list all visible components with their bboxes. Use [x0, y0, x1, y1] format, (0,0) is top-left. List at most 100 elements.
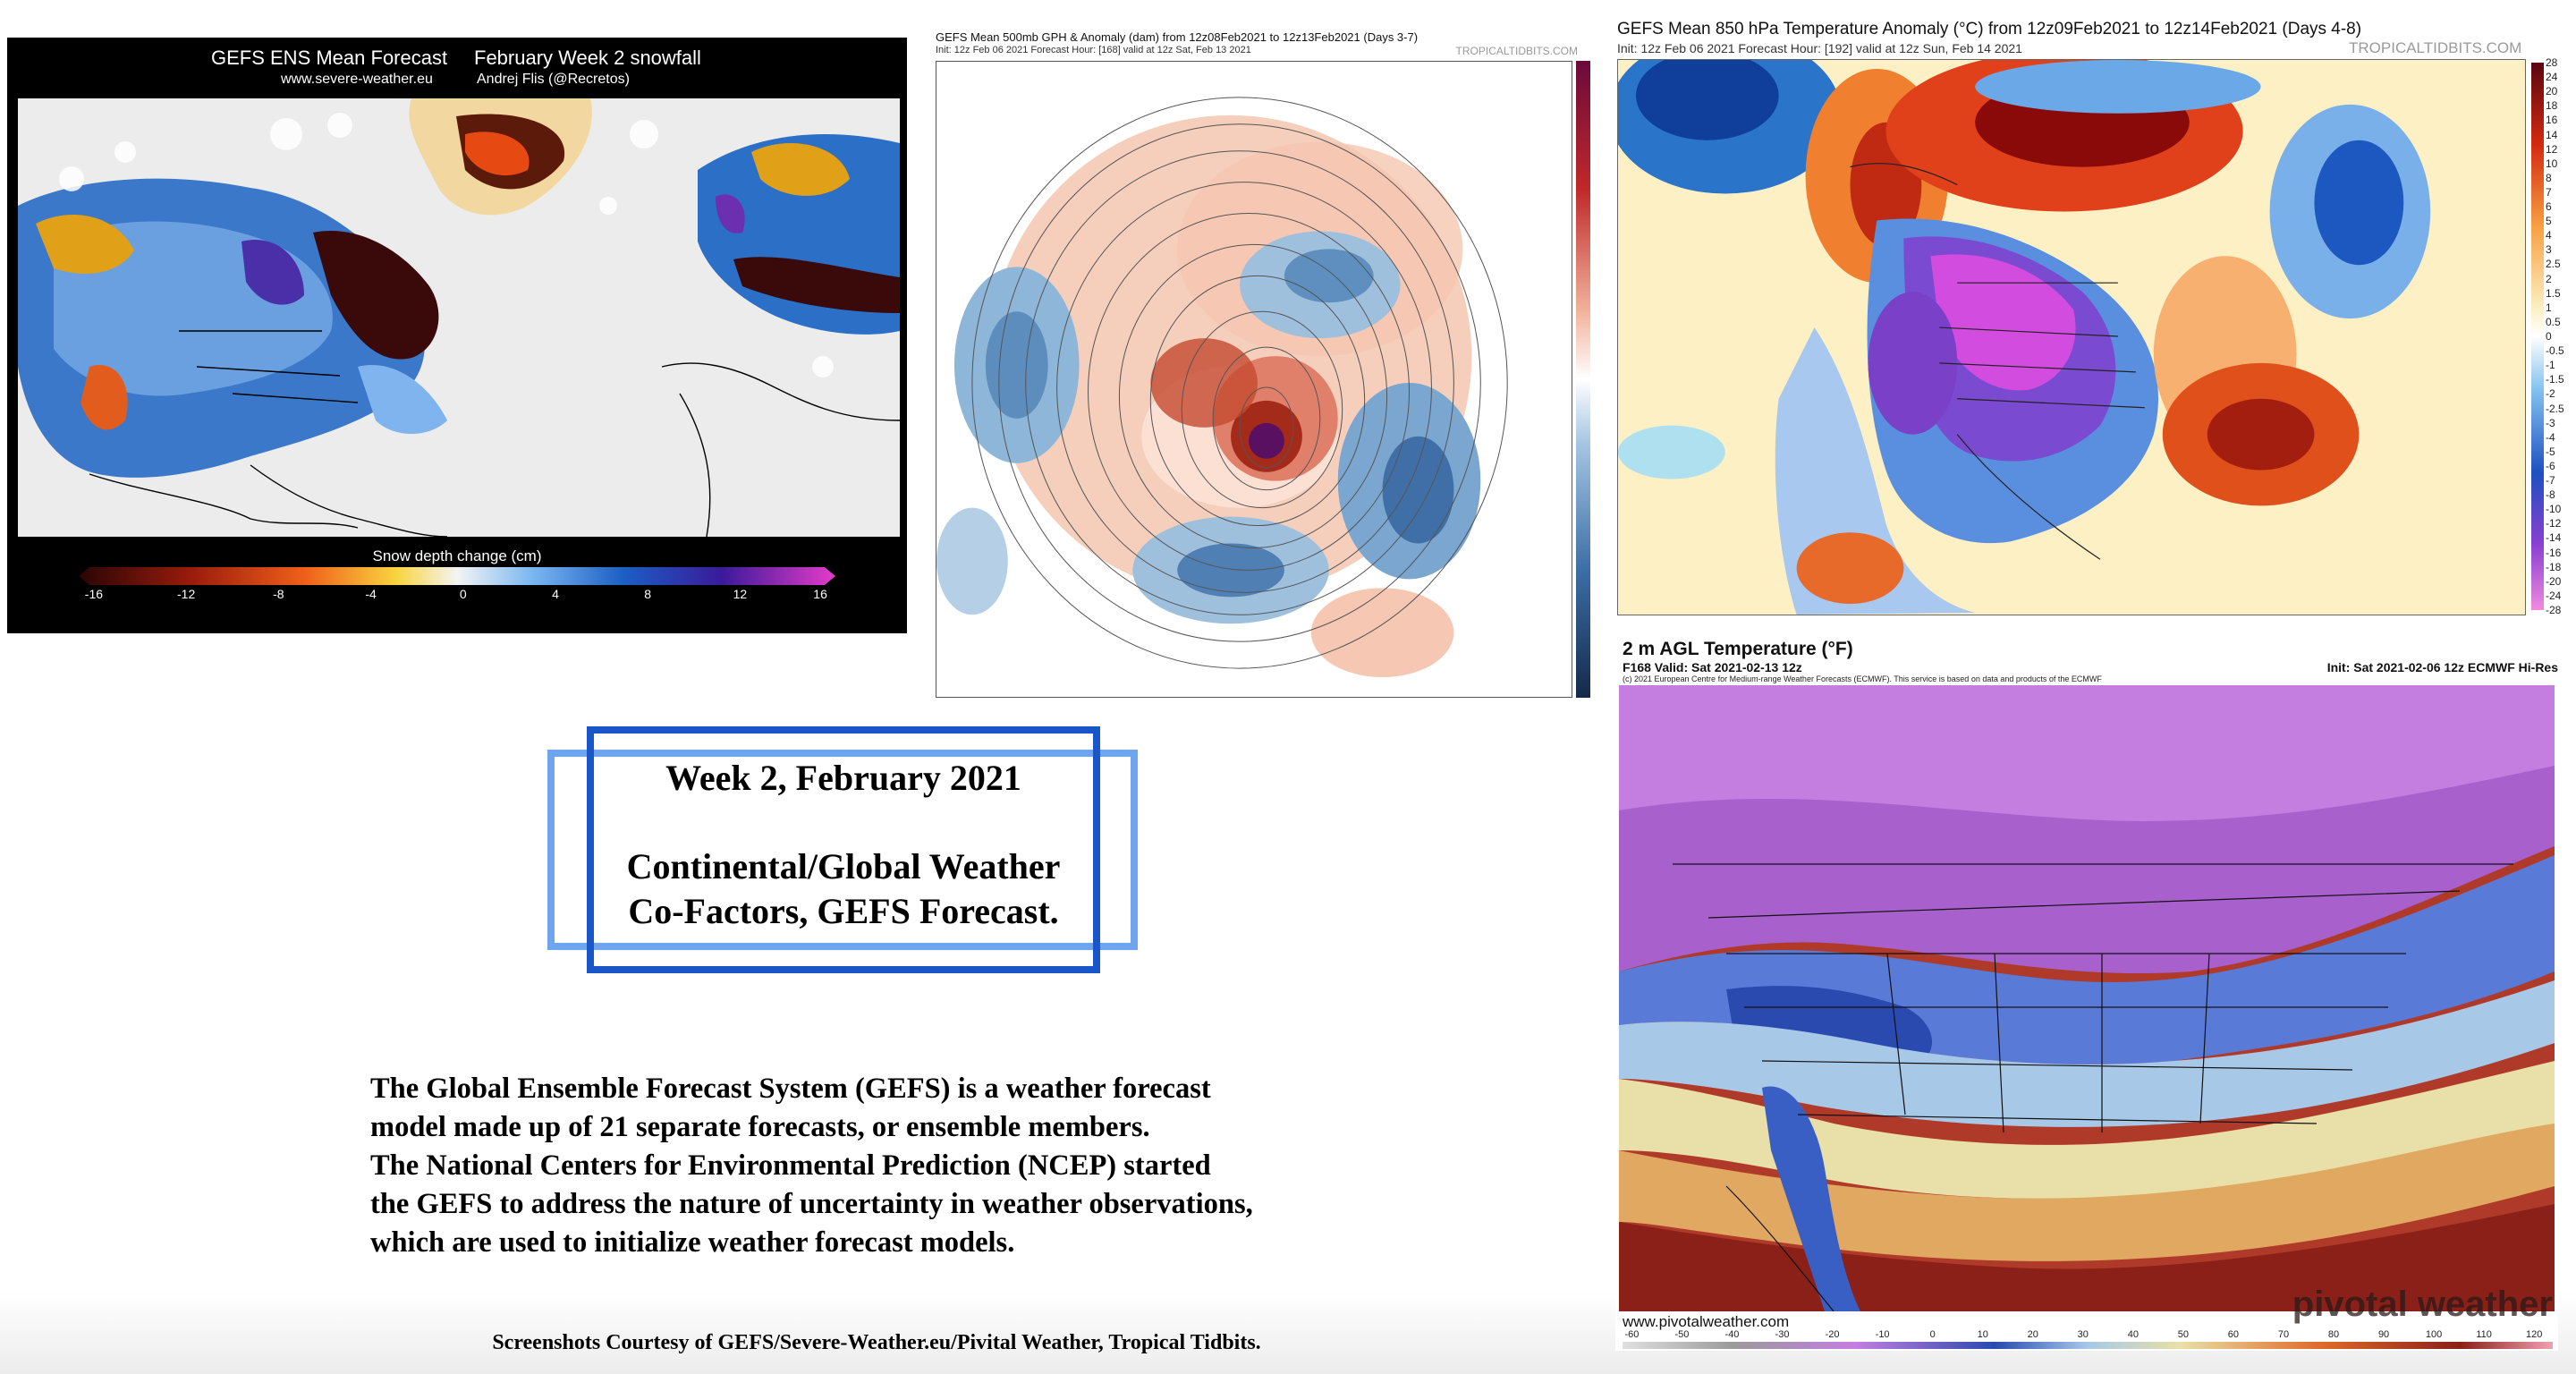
- t850-scale-label: 14: [2546, 128, 2558, 141]
- t850-colorbar-labels: 28 24 20 18 16 14 12 10 8 7 6 5 4 3 2.5 2 1.5 1 0.5 0 -0.5 -1…: [2546, 56, 2571, 616]
- t850-scale-label: -1: [2546, 359, 2555, 372]
- snow-colorbar: [79, 567, 835, 585]
- t2m-tick: 110: [2476, 1329, 2492, 1340]
- gph-map: [936, 61, 1572, 698]
- gph-anomaly-image: GEFS Mean 500mb GPH & Anomaly (dam) from…: [934, 29, 1592, 700]
- snowfall-forecast-image: GEFS ENS Mean Forecast February Week 2 s…: [7, 38, 907, 633]
- t850-scale-label: 0: [2546, 330, 2552, 343]
- t2m-valid: F168 Valid: Sat 2021-02-13 12z: [1623, 660, 1802, 674]
- subtitle-line-2: Co-Factors, GEFS Forecast.: [628, 891, 1059, 931]
- t2m-tick: -20: [1825, 1329, 1840, 1340]
- t850-title: GEFS Mean 850 hPa Temperature Anomaly (°…: [1617, 20, 2362, 38]
- gph-init: Init: 12z Feb 06 2021 Forecast Hour: [16…: [936, 45, 1251, 55]
- t850-scale-label: 1.5: [2546, 286, 2561, 300]
- t2m-colorbar-ticks: -60 -50 -40 -30 -20 -10 0 10 20 30 40 50 60 70 80 90 100…: [1623, 1329, 2553, 1342]
- t2m-tick: -60: [1624, 1329, 1640, 1340]
- snow-map: [18, 98, 900, 537]
- snow-tick: -8: [273, 587, 284, 601]
- snow-tick: 4: [552, 587, 559, 601]
- t850-scale-label: -6: [2546, 459, 2555, 472]
- t850-init: Init: 12z Feb 06 2021 Forecast Hour: [19…: [1617, 41, 2022, 55]
- t2m-colorbar: [1623, 1342, 2553, 1349]
- slide-subtitle: Continental/Global Weather Co-Factors, G…: [537, 844, 1150, 934]
- t2m-tick: 30: [2077, 1329, 2089, 1340]
- t2m-tick: 80: [2327, 1329, 2340, 1340]
- snow-tick: 8: [644, 587, 652, 601]
- snow-tick: 0: [459, 587, 467, 601]
- title-frame-light: [547, 750, 1138, 950]
- t850-map: [1617, 59, 2526, 615]
- image-credit: Screenshots Courtesy of GEFS/Severe-Weat…: [492, 1331, 1261, 1354]
- snow-site: www.severe-weather.eu: [281, 72, 433, 87]
- snow-tick: -4: [365, 587, 377, 601]
- snow-title-left: GEFS ENS Mean Forecast: [211, 47, 448, 69]
- t850-scale-label: -20: [2546, 574, 2562, 588]
- t850-scale-label: 20: [2546, 85, 2558, 98]
- description-line: The National Centers for Environmental P…: [370, 1149, 1211, 1182]
- description-line: the GEFS to address the nature of uncert…: [370, 1188, 1253, 1220]
- gph-title: GEFS Mean 500mb GPH & Anomaly (dam) from…: [936, 30, 1419, 44]
- t2m-tick: 90: [2377, 1329, 2390, 1340]
- title-frame-dark: [587, 726, 1100, 973]
- t850-scale-label: -4: [2546, 430, 2555, 444]
- t2m-title: 2 m AGL Temperature (°F): [1623, 639, 1853, 659]
- t850-scale-label: -1.5: [2546, 373, 2564, 386]
- snow-tick: 16: [813, 587, 827, 601]
- t2m-tick: -10: [1875, 1329, 1890, 1340]
- t2m-map: [1619, 685, 2555, 1311]
- t850-scale-label: -3: [2546, 416, 2555, 429]
- gph-brand: TROPICALTIDBITS.COM: [1455, 45, 1578, 57]
- t850-scale-label: -18: [2546, 560, 2562, 573]
- t850-scale-label: 10: [2546, 157, 2558, 170]
- gefs-description: The Global Ensemble Forecast System (GEF…: [370, 1070, 1444, 1262]
- snow-author: Andrej Flis (@Recretos): [477, 72, 630, 87]
- subtitle-line-1: Continental/Global Weather: [626, 846, 1061, 886]
- snow-colorbar-ticks: -16 -12 -8 -4 0 4 8 12 16: [79, 587, 835, 608]
- description-line: The Global Ensemble Forecast System (GEF…: [370, 1073, 1211, 1105]
- t850-scale-label: -7: [2546, 474, 2555, 488]
- t850-scale-label: 28: [2546, 56, 2558, 69]
- t850-colorbar: [2531, 63, 2544, 610]
- t850-scale-label: 6: [2546, 200, 2552, 214]
- t2m-tick: 100: [2425, 1329, 2443, 1340]
- t850-scale-label: 18: [2546, 99, 2558, 113]
- t850-scale-label: 2.5: [2546, 258, 2561, 271]
- t850-scale-label: -8: [2546, 488, 2555, 502]
- t850-scale-label: 8: [2546, 171, 2552, 184]
- t850-scale-label: 2: [2546, 272, 2552, 285]
- t850-scale-label: -12: [2546, 517, 2562, 530]
- slide-title: Week 2, February 2021: [665, 758, 1021, 798]
- t2m-tick: -40: [1724, 1329, 1740, 1340]
- t2m-tick: 120: [2526, 1329, 2543, 1340]
- pivotal-url: www.pivotalweather.com: [1623, 1313, 1790, 1330]
- t2m-tick: 0: [1929, 1329, 1936, 1340]
- t850-scale-label: 0.5: [2546, 315, 2561, 328]
- snow-title-right: February Week 2 snowfall: [474, 47, 701, 69]
- t2m-copyright: (c) 2021 European Centre for Medium-rang…: [1623, 674, 2102, 683]
- t2m-tick: -30: [1775, 1329, 1790, 1340]
- t850-scale-label: 1: [2546, 301, 2552, 314]
- t850-scale-label: 3: [2546, 243, 2552, 257]
- gph-colorbar: [1576, 61, 1590, 698]
- t850-scale-label: 24: [2546, 71, 2558, 84]
- t850-scale-label: 4: [2546, 229, 2552, 242]
- t850-scale-label: -2.5: [2546, 402, 2564, 415]
- snow-colorbar-title: Snow depth change (cm): [372, 547, 542, 564]
- t2m-tick: 50: [2177, 1329, 2189, 1340]
- snow-tick: -16: [84, 587, 104, 601]
- t2m-tick: 10: [1977, 1329, 1988, 1340]
- t850-scale-label: -24: [2546, 589, 2562, 602]
- t2m-image: 2 m AGL Temperature (°F) F168 Valid: Sat…: [1615, 637, 2558, 1351]
- description-line: which are used to initialize weather for…: [370, 1226, 1015, 1259]
- t850-scale-label: 7: [2546, 185, 2552, 199]
- t2m-tick: 40: [2127, 1329, 2139, 1340]
- description-line: model made up of 21 separate forecasts, …: [370, 1111, 1150, 1143]
- t850-anomaly-image: GEFS Mean 850 hPa Temperature Anomaly (°…: [1615, 18, 2571, 617]
- t2m-tick: 20: [2027, 1329, 2038, 1340]
- t850-scale-label: 12: [2546, 142, 2558, 156]
- t850-scale-label: -28: [2546, 604, 2562, 616]
- t850-scale-label: -16: [2546, 546, 2562, 559]
- pivotal-logo: pivotal weather: [2292, 1285, 2553, 1324]
- t850-brand: TROPICALTIDBITS.COM: [2349, 39, 2522, 56]
- snow-tick: 12: [733, 587, 748, 601]
